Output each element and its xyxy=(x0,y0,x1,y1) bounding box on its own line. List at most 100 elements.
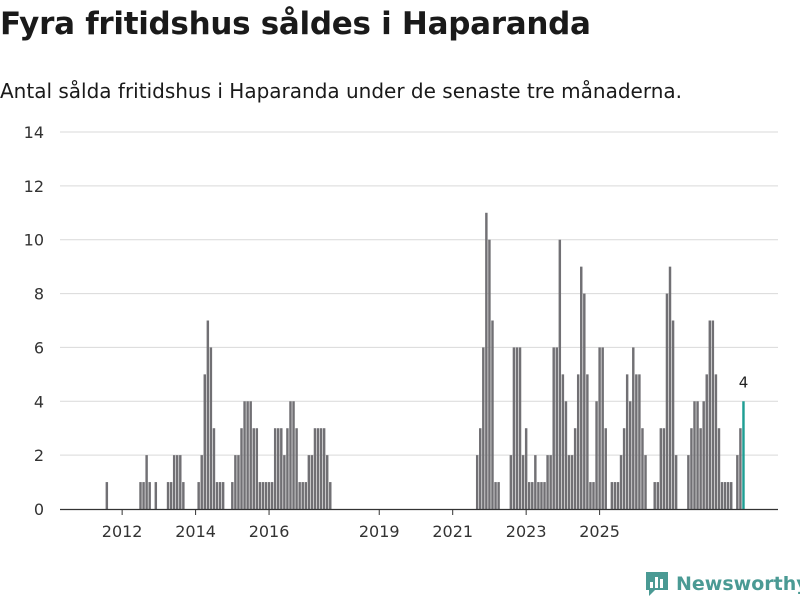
bar xyxy=(270,482,274,509)
bar xyxy=(555,347,558,509)
y-tick-label: 12 xyxy=(24,177,44,196)
bar xyxy=(179,455,182,509)
bar xyxy=(221,482,225,509)
x-axis: 2012 2014 2016 2019 2021 2023 2025 xyxy=(60,508,778,541)
bar xyxy=(283,455,286,509)
bar xyxy=(711,320,715,509)
y-tick-label: 2 xyxy=(34,446,44,465)
bar xyxy=(702,401,705,509)
bar xyxy=(659,428,663,509)
bar xyxy=(736,455,739,509)
bar xyxy=(280,428,283,509)
bar xyxy=(635,374,638,509)
bar xyxy=(653,482,656,509)
y-tick-label: 10 xyxy=(24,231,44,250)
bar xyxy=(329,482,332,509)
bar xyxy=(494,482,497,509)
bar xyxy=(319,428,323,509)
bar xyxy=(264,482,268,509)
bars xyxy=(105,212,745,510)
bar xyxy=(668,266,672,509)
bar xyxy=(310,455,314,509)
bar xyxy=(145,455,148,509)
bar xyxy=(105,482,109,509)
bar xyxy=(558,239,562,509)
bar xyxy=(200,455,203,509)
bar xyxy=(509,455,513,509)
bar xyxy=(705,374,708,509)
bar xyxy=(206,320,210,509)
bar xyxy=(708,320,712,509)
chart-title: Fyra fritidshus såldes i Haparanda xyxy=(0,6,591,42)
bar xyxy=(616,482,620,509)
bar xyxy=(644,455,647,509)
bar xyxy=(255,428,259,509)
highlight-value-label: 4 xyxy=(739,373,749,391)
bar xyxy=(580,266,583,509)
bar-highlight xyxy=(742,401,745,509)
bar xyxy=(249,401,252,509)
bar xyxy=(570,455,574,509)
bar xyxy=(139,482,142,509)
bar xyxy=(148,482,151,509)
bar xyxy=(215,482,219,509)
bar xyxy=(209,347,213,509)
bar xyxy=(543,482,546,509)
bar-chart-icon xyxy=(646,572,668,596)
bar xyxy=(604,428,607,509)
bar xyxy=(485,212,488,510)
bar xyxy=(622,428,626,509)
bar xyxy=(240,428,243,509)
bar xyxy=(693,401,696,509)
bar xyxy=(601,347,604,509)
bar xyxy=(662,428,666,509)
bar xyxy=(610,482,614,509)
bar xyxy=(641,428,644,509)
x-tick-label: 2021 xyxy=(432,522,473,541)
bar xyxy=(628,401,632,509)
bar xyxy=(258,482,262,509)
bar xyxy=(576,374,580,509)
bar xyxy=(497,482,500,509)
bar xyxy=(325,455,329,509)
bar xyxy=(720,482,724,509)
x-tick-label: 2019 xyxy=(359,522,400,541)
bar xyxy=(527,482,531,509)
newsworthy-logo: Newsworthy xyxy=(644,570,800,598)
bar xyxy=(723,482,727,509)
bar xyxy=(518,347,522,509)
bar xyxy=(739,428,742,509)
bar xyxy=(583,293,586,509)
bar xyxy=(567,455,571,509)
bar xyxy=(261,482,265,509)
bar xyxy=(252,428,255,509)
y-tick-label: 6 xyxy=(34,338,44,357)
data-labels: 4 xyxy=(739,373,749,391)
bar xyxy=(479,428,482,509)
bar xyxy=(619,455,623,509)
bar xyxy=(687,455,690,509)
bar xyxy=(286,428,289,509)
bar xyxy=(537,482,540,509)
bar xyxy=(730,482,733,509)
bar xyxy=(521,455,525,509)
bar xyxy=(696,401,699,509)
bar xyxy=(322,428,326,509)
bar xyxy=(154,482,158,509)
bar xyxy=(316,428,320,509)
x-tick-label: 2025 xyxy=(579,522,620,541)
bar xyxy=(561,374,565,509)
y-tick-label: 0 xyxy=(34,500,44,519)
bar xyxy=(292,401,295,509)
bar xyxy=(524,428,528,509)
bar xyxy=(592,482,595,509)
bar xyxy=(313,428,317,509)
bar xyxy=(267,482,271,509)
bar xyxy=(475,455,479,509)
bar xyxy=(586,374,589,509)
bar xyxy=(540,482,543,509)
bar xyxy=(714,374,718,509)
bar xyxy=(295,428,298,509)
bar xyxy=(665,293,669,509)
